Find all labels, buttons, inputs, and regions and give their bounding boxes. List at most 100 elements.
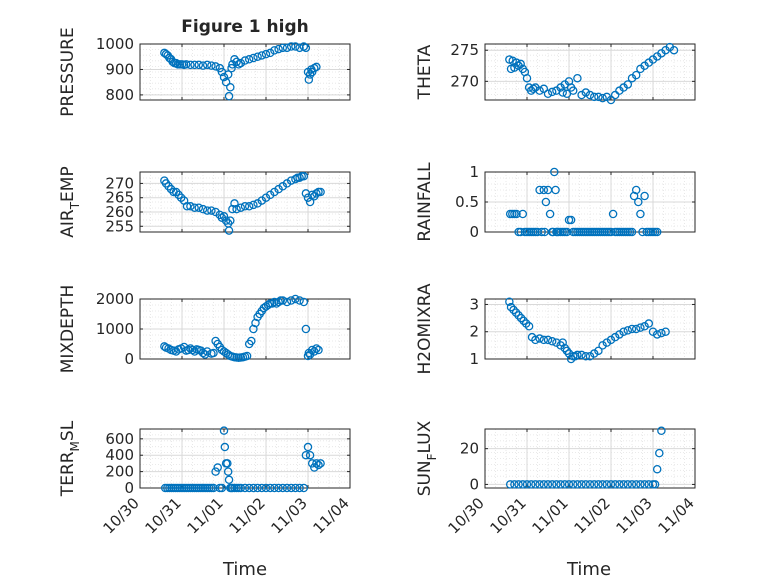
data-point: [669, 45, 679, 55]
data-point: [535, 480, 544, 489]
data-point: [223, 467, 233, 476]
data-point: [265, 48, 275, 58]
data-point: [562, 227, 572, 237]
y-tick-label: 0.5: [455, 193, 479, 211]
data-point: [270, 187, 279, 197]
data-point: [610, 480, 620, 489]
data-point: [224, 91, 234, 101]
y-label-subscript: F: [425, 453, 439, 460]
data-point: [286, 483, 296, 493]
panel-pressure: 800 900 1000 PRESSURE: [58, 27, 351, 117]
data-point: [274, 44, 283, 54]
data-point: [581, 480, 591, 489]
y-label-main: AIR: [58, 209, 78, 238]
data-point: [261, 49, 271, 59]
data-point: [207, 61, 216, 70]
y-tick-label: 2000: [96, 290, 134, 308]
data-point: [181, 60, 191, 69]
y-tick-label: 200: [105, 463, 134, 481]
data-point: [217, 213, 227, 222]
y-tick-label: 0: [124, 350, 134, 368]
data-point: [511, 308, 521, 317]
data-point: [602, 338, 612, 347]
data-point: [226, 216, 235, 225]
data-point: [564, 480, 574, 489]
data-point: [581, 88, 591, 97]
y-label-rest: SL: [58, 420, 78, 441]
data-point: [573, 350, 582, 360]
data-point: [232, 57, 241, 67]
data-point: [518, 480, 528, 489]
data-point: [207, 206, 216, 215]
data-point: [535, 334, 544, 343]
y-axis-label: MIXDEPTH: [58, 285, 78, 374]
data-point: [253, 483, 262, 493]
data-point: [198, 204, 208, 214]
data-point: [209, 348, 218, 358]
y-tick-label: 0: [124, 479, 134, 497]
data-point: [577, 480, 586, 489]
data-point: [606, 95, 616, 105]
data-point: [249, 483, 258, 493]
data-point: [524, 322, 534, 331]
data-point: [556, 480, 565, 489]
data-point: [594, 346, 603, 356]
data-point: [558, 88, 567, 97]
data-point: [627, 227, 637, 237]
data-point: [299, 172, 309, 181]
y-label-main: TERR: [58, 451, 78, 497]
y-label-main: SUN: [415, 460, 435, 496]
data-point: [312, 459, 321, 468]
data-point: [652, 464, 662, 474]
data-point: [249, 53, 258, 63]
data-point: [299, 483, 309, 493]
data-point: [551, 185, 560, 195]
y-tick-label: 900: [105, 60, 134, 78]
data-point: [270, 483, 279, 493]
data-point: [598, 341, 607, 350]
data-point: [240, 483, 250, 493]
y-tick-label: 270: [450, 72, 479, 90]
y-tick-label: 800: [105, 86, 134, 104]
data-point: [278, 296, 288, 305]
data-point: [619, 327, 628, 336]
data-point: [316, 187, 325, 197]
data-point: [506, 302, 516, 312]
data-point: [282, 179, 292, 188]
data-point: [213, 463, 222, 472]
data-point: [232, 204, 241, 214]
data-point: [316, 459, 325, 468]
data-point: [312, 62, 321, 72]
data-point: [518, 209, 528, 219]
y-tick-label: 270: [105, 174, 134, 192]
data-point: [307, 345, 317, 355]
y-tick-label: 265: [105, 189, 134, 207]
data-point: [547, 337, 557, 346]
data-point: [274, 184, 283, 194]
data-point: [573, 480, 582, 489]
data-point: [623, 80, 633, 89]
y-tick-label: 0: [469, 223, 479, 241]
data-point: [631, 480, 641, 489]
data-point: [314, 460, 323, 470]
data-point: [522, 73, 532, 83]
data-point: [188, 345, 197, 355]
y-axis-label: PRESSURE: [58, 27, 78, 116]
data-point: [295, 43, 304, 53]
data-point: [516, 227, 525, 237]
data-point: [257, 196, 267, 205]
y-tick-label: 1000: [96, 320, 134, 338]
data-point: [265, 483, 275, 493]
data-point: [644, 480, 654, 489]
data-point: [303, 442, 313, 452]
data-point: [186, 60, 195, 70]
panel-mixdepth: 0 1000 2000 MIXDEPTH: [58, 285, 351, 374]
data-point: [244, 55, 254, 64]
y-axis-label: SUNFLUX: [415, 420, 439, 496]
data-point: [552, 480, 561, 489]
data-point: [512, 209, 521, 219]
data-point: [240, 202, 250, 211]
data-point: [219, 426, 229, 435]
data-point: [291, 483, 300, 493]
data-point: [539, 335, 549, 345]
